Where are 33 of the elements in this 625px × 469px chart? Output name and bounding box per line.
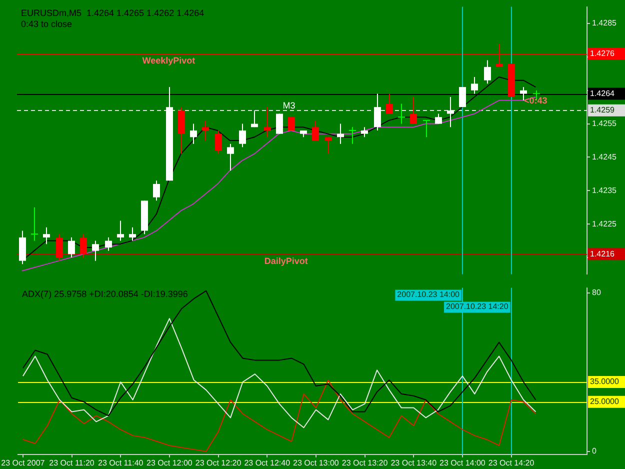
x-tick-label: 23 Oct 13:20: [342, 458, 388, 468]
chart-title: EURUSDm,M5 1.4264 1.4265 1.4262 1.4264: [21, 8, 204, 18]
chart-title: ADX(7) 25.9758 +DI:20.0854 -DI:19.3996: [22, 288, 188, 299]
ref-line-label: 2007.10.23 14:20: [446, 302, 509, 312]
y-tick-label: 80: [592, 288, 602, 297]
y-tick-label: 1.4235: [592, 186, 618, 195]
text: 0:43 to close: [21, 18, 72, 29]
y-tick-label: 0: [592, 446, 597, 456]
ref-line-label: 1.4276: [590, 48, 616, 58]
ref-line-label: 25.0000: [590, 397, 620, 406]
annotation: WeeklyPivot: [142, 56, 196, 66]
x-tick-label: 23 Oct 12:00: [146, 458, 193, 468]
y-tick-label: 1.4255: [592, 118, 618, 128]
annotation: <0:43: [524, 96, 548, 106]
y-tick-label: 1.4245: [592, 152, 618, 162]
ref-line-label: 2007.10.23 14:00: [397, 290, 460, 300]
x-tick-label: 23 Oct 2007: [1, 458, 46, 468]
y-tick-label: 1.4225: [592, 219, 618, 228]
ref-line-label: 1.4264: [590, 88, 616, 98]
x-tick-label: 23 Oct 11:20: [49, 458, 95, 468]
ref-line-label: 35.0000: [590, 377, 620, 386]
x-tick-label: 23 Oct 11:40: [98, 458, 144, 468]
annotation: DailyPivot: [264, 256, 308, 266]
x-tick-label: 23 Oct 13:40: [390, 458, 438, 468]
x-tick-label: 23 Oct 14:20: [488, 458, 535, 468]
ref-line-label: 1.4259: [590, 106, 616, 115]
x-tick-label: 23 Oct 12:40: [244, 458, 291, 468]
y-tick-label: 1.4285: [592, 18, 618, 28]
x-tick-label: 23 Oct 13:00: [293, 458, 340, 468]
ref-line-label: 1.4216: [590, 249, 616, 258]
x-tick-label: 23 Oct 12:20: [195, 458, 242, 468]
annotation: M3: [282, 100, 296, 111]
x-tick-label: 23 Oct 14:00: [440, 458, 486, 468]
